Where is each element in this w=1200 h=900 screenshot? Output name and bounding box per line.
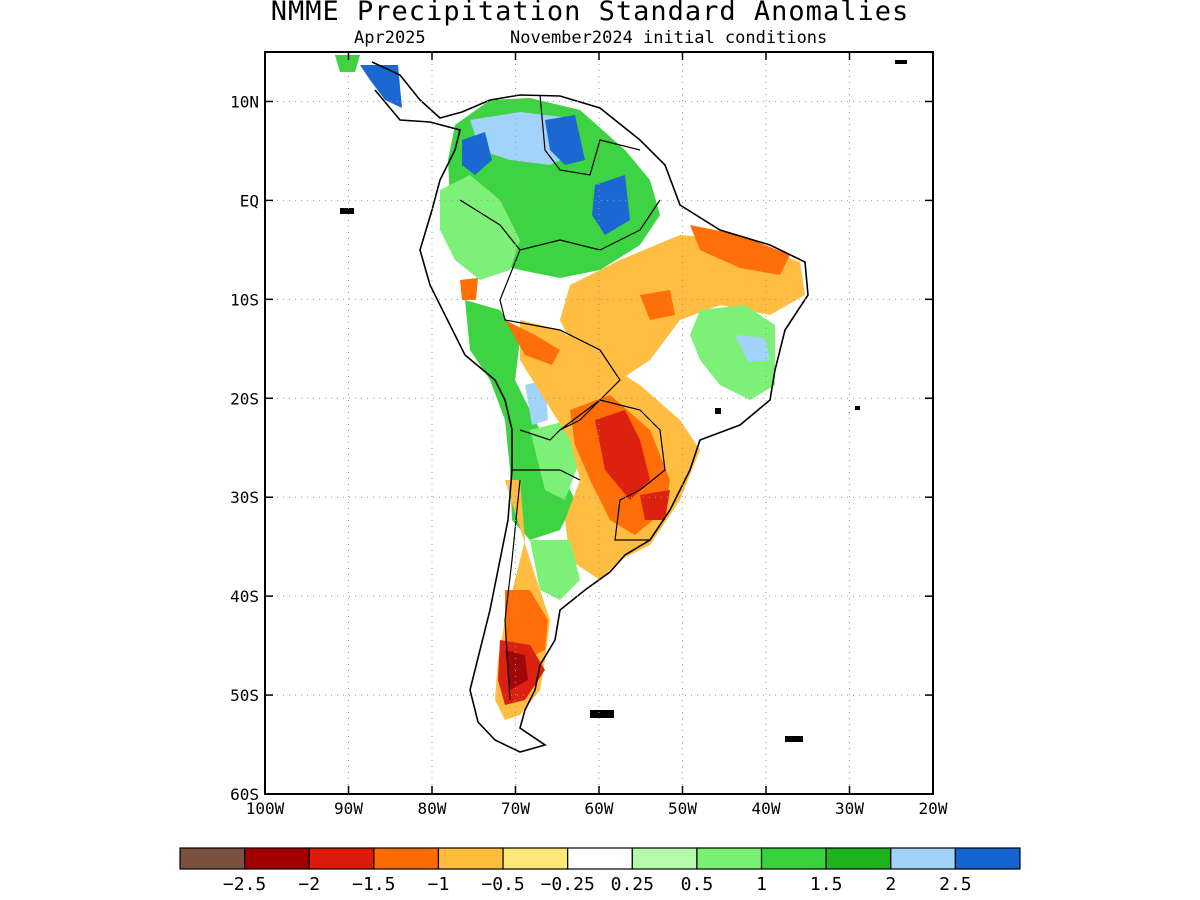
y-tick-label: 40S <box>230 587 259 606</box>
dry-region-peru <box>460 278 560 365</box>
y-tick-label: 20S <box>230 389 259 408</box>
colorbar-swatch <box>502 847 569 870</box>
wet-region-central-argentina <box>530 540 580 600</box>
colorbar-swatch <box>760 847 827 870</box>
colorbar-swatch <box>179 847 246 870</box>
colorbar-label: −0.5 <box>481 874 524 895</box>
colorbar-swatch <box>954 847 1021 870</box>
dry-region-patagonia-darkred <box>505 650 528 690</box>
map-area <box>335 55 907 753</box>
x-tick-label: 40W <box>752 799 781 818</box>
wet-region-light <box>440 175 520 280</box>
anomaly-shading <box>335 55 805 720</box>
x-tick-label: 70W <box>501 799 530 818</box>
islands <box>340 60 907 742</box>
y-tick-label: 30S <box>230 488 259 507</box>
wet-region-east-brazil <box>690 305 775 400</box>
coastline <box>371 61 809 753</box>
colorbar-label: 2.5 <box>939 874 972 895</box>
wet-region-central-america <box>360 65 402 108</box>
colorbar-swatch <box>696 847 763 870</box>
colorbar-label: 2 <box>885 874 896 895</box>
x-axis: 100W 90W 80W 70W 60W 50W 40W 30W 20W <box>246 52 948 818</box>
colorbar-swatch <box>244 847 310 870</box>
y-tick-label: 10N <box>230 92 259 111</box>
colorbar-label: −2.5 <box>223 874 266 895</box>
y-tick-label: EQ <box>240 191 259 210</box>
colorbar-swatch <box>437 847 504 870</box>
colorbar-label: −1.5 <box>352 874 395 895</box>
colorbar-label: 0.25 <box>611 874 654 895</box>
colorbar-label: 1 <box>756 874 767 895</box>
colorbar-label: −2 <box>298 874 320 895</box>
colorbar-label: −1 <box>428 874 450 895</box>
graticule <box>265 52 933 794</box>
dry-region-paraguay-strong <box>595 410 670 520</box>
x-tick-label: 20W <box>919 799 948 818</box>
map-title: NMME Precipitation Standard Anomalies <box>270 0 910 27</box>
y-tick-label: 10S <box>230 290 259 309</box>
x-tick-label: 30W <box>835 799 864 818</box>
x-tick-label: 60W <box>585 799 614 818</box>
colorbar-swatch <box>308 847 375 870</box>
wet-region-strong-venezuela <box>462 115 630 235</box>
dry-region-patagonia-strong <box>505 590 548 660</box>
colorbar-label: −0.25 <box>541 874 595 895</box>
y-tick-label: 50S <box>230 686 259 705</box>
dry-region-northeast-brazil <box>560 235 805 380</box>
forecast-month: Apr2025 <box>354 28 426 48</box>
dry-region-northeast-strong <box>640 225 790 320</box>
wet-region-andes-light <box>530 420 580 500</box>
colorbar-swatch <box>373 847 440 870</box>
colorbar-swatch <box>825 847 892 870</box>
colorbar-label: 1.5 <box>810 874 843 895</box>
colorbar-swatch <box>631 847 698 870</box>
x-tick-label: 50W <box>668 799 697 818</box>
country-borders <box>459 94 666 701</box>
x-tick-label: 80W <box>418 799 447 818</box>
y-tick-label: 60S <box>230 785 259 804</box>
colorbar-swatch <box>567 847 633 870</box>
colorbar-swatch <box>890 847 956 870</box>
colorbar-label: 0.5 <box>681 874 714 895</box>
y-axis: 10N EQ 10S 20S 30S 40S 50S 60S <box>230 92 933 804</box>
x-tick-label: 100W <box>246 799 285 818</box>
colorbar: −2.5 −2 −1.5 −1 −0.5 −0.25 0.25 0.5 1 1.5 2 2.5 <box>179 847 1021 895</box>
x-tick-label: 90W <box>334 799 363 818</box>
wet-region-ca-green <box>335 55 360 72</box>
initial-conditions: November2024 initial conditions <box>510 28 828 48</box>
wet-region-east-brazil-blue <box>735 335 770 362</box>
